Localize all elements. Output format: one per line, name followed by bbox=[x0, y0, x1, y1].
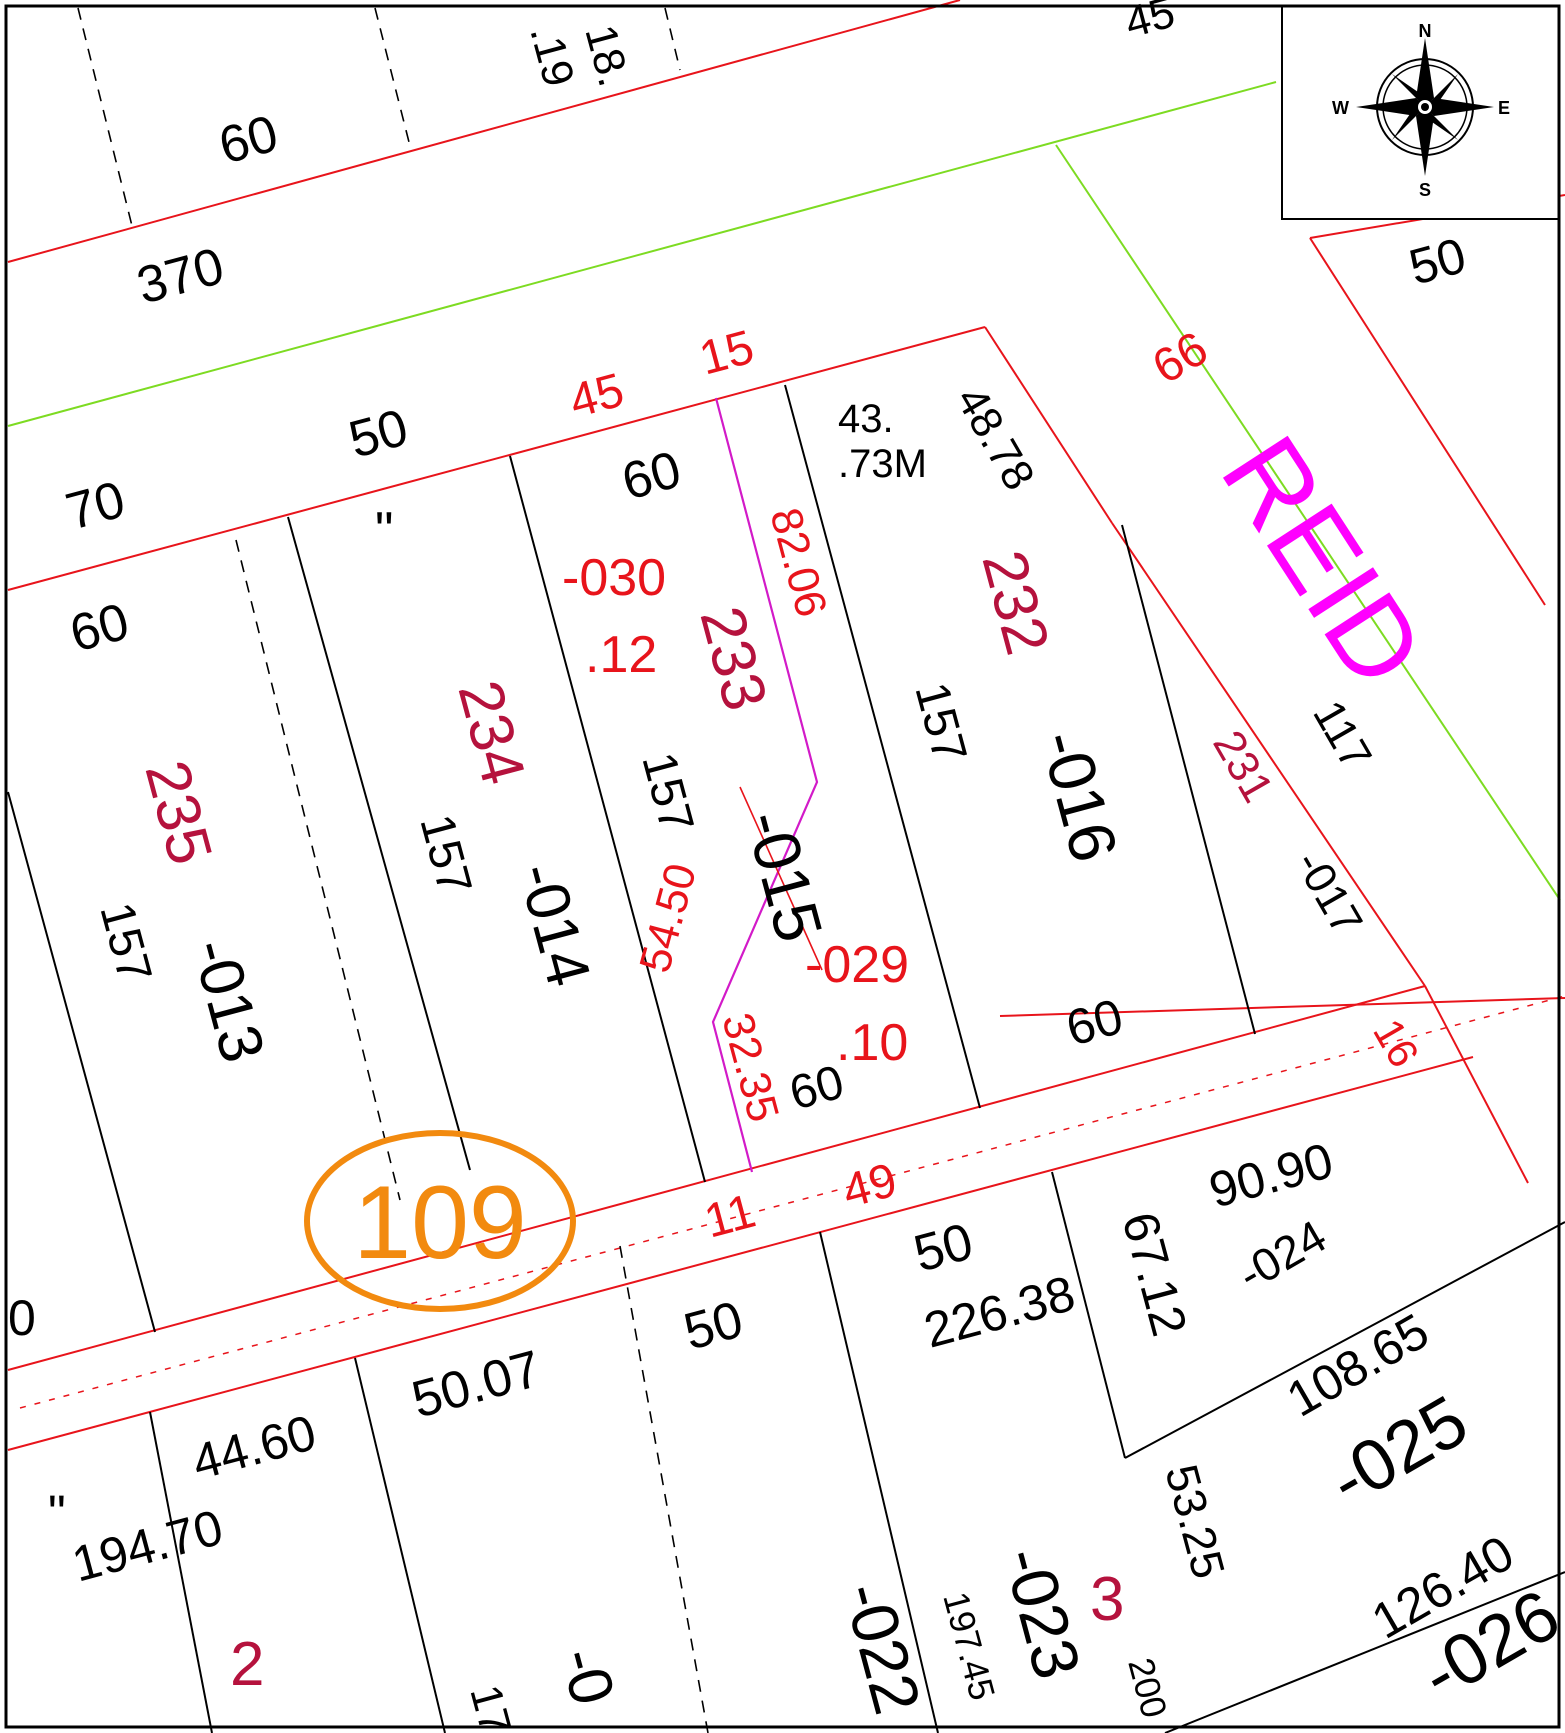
south-ditto: " bbox=[48, 1485, 66, 1541]
compass-label-n: N bbox=[1419, 21, 1432, 41]
south-lot-3-number: 3 bbox=[1090, 1565, 1124, 1634]
easement-line bbox=[711, 397, 819, 1173]
lot-233-part-a-id: -030 bbox=[562, 549, 666, 607]
lot-233-part-b-area: .10 bbox=[836, 1014, 908, 1072]
lot-line-233-232 bbox=[784, 384, 981, 1109]
lane-north-line bbox=[7, 985, 1426, 1371]
reid-frontage-line bbox=[1111, 522, 1426, 987]
lot-232-area-a: 43. bbox=[838, 397, 894, 441]
parcel-split-mark bbox=[739, 786, 823, 971]
block-number-circle bbox=[304, 1130, 576, 1312]
lot-line-235-234 bbox=[287, 516, 471, 1171]
block-front-line bbox=[7, 326, 986, 591]
lot-233-part-a-area: .12 bbox=[585, 626, 657, 684]
south-lot-line-6 bbox=[1164, 1571, 1565, 1733]
lot-line-235-west bbox=[7, 791, 156, 1333]
lane-south-line bbox=[7, 1056, 1474, 1451]
lot-lines bbox=[7, 384, 1565, 1733]
lot-234-ditto: " bbox=[375, 502, 393, 560]
dashed-lot-lines bbox=[77, 7, 709, 1733]
road-centerline bbox=[7, 81, 1561, 901]
lot-line-232-231 bbox=[1121, 524, 1256, 1035]
reid-frontage-line-south bbox=[1424, 985, 1529, 1184]
east-lane-line bbox=[999, 997, 1565, 1017]
north-block-boundary bbox=[7, 0, 961, 263]
lot-232-area-b: .73M bbox=[838, 442, 927, 486]
south-lot-2-number: 2 bbox=[230, 1630, 264, 1699]
block-number: 109 bbox=[353, 1165, 527, 1281]
compass-label-w: W bbox=[1332, 98, 1349, 118]
south-lot-line-3 bbox=[819, 1231, 939, 1733]
south-edge-0: 0 bbox=[8, 1290, 36, 1346]
lane-centerline bbox=[19, 995, 1565, 1409]
lot-line-234-233 bbox=[509, 455, 706, 1183]
east-block-side bbox=[1309, 237, 1546, 606]
lot-233-part-b-id: -029 bbox=[805, 936, 909, 994]
compass-rose: N S E W bbox=[1281, 5, 1560, 220]
south-lot-line-1 bbox=[149, 1411, 213, 1733]
map-frame bbox=[4, 4, 1561, 1729]
lot-boundaries bbox=[7, 0, 1565, 1451]
south-lot-line-2 bbox=[354, 1357, 446, 1733]
south-lot-line-5 bbox=[1124, 1221, 1565, 1459]
compass-label-s: S bbox=[1419, 180, 1431, 200]
south-lot-line-4 bbox=[1051, 1171, 1126, 1459]
compass-label-e: E bbox=[1498, 98, 1510, 118]
compass-north-arrow bbox=[1416, 38, 1434, 107]
corner-chamfer bbox=[984, 326, 1113, 524]
